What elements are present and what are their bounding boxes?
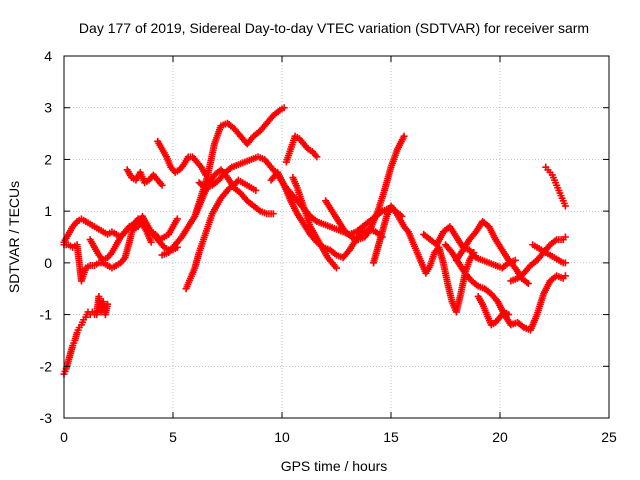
series-arc-9 (191, 104, 288, 220)
tick-layer: 0 5 10 15 20 25 -3 -2 -1 0 1 2 3 4 (40, 48, 617, 445)
y-tick-label: 4 (44, 48, 52, 64)
y-tick-label: 1 (44, 203, 52, 219)
data-point (333, 264, 340, 272)
x-tick-label: 25 (601, 429, 617, 445)
data-point (561, 272, 569, 280)
data-point (104, 300, 112, 308)
series-arc-12 (289, 174, 340, 272)
y-axis-label: SDTVAR / TECUs (6, 181, 22, 293)
series-arc-5 (123, 166, 166, 189)
data-point (524, 280, 532, 288)
chart-title: Day 177 of 2019, Sidereal Day-to-day VTE… (79, 20, 589, 36)
series-arc-19 (474, 292, 513, 329)
data-point (147, 238, 155, 246)
data-point (252, 186, 260, 194)
series-arc-14 (322, 132, 408, 244)
series-arc-13 (282, 132, 321, 166)
data-point (400, 132, 408, 140)
plot-frame (63, 55, 610, 419)
data-point (158, 181, 166, 189)
data-point (269, 210, 277, 218)
data-point (173, 215, 181, 223)
series-arc-11 (267, 168, 386, 262)
y-tick-label: -2 (40, 358, 53, 374)
data-point (505, 311, 513, 319)
y-tick-label: 0 (44, 255, 52, 271)
x-tick-label: 5 (169, 429, 177, 445)
data-point (313, 153, 321, 161)
y-tick-label: -1 (40, 307, 53, 323)
y-tick-label: 2 (44, 151, 52, 167)
series-arc-1 (60, 292, 112, 378)
x-axis-label: GPS time / hours (281, 458, 388, 474)
grid-layer (64, 56, 609, 418)
series-arc-15 (370, 202, 478, 316)
y-tick-label: -3 (40, 410, 53, 426)
data-point (561, 259, 569, 267)
x-tick-label: 10 (274, 429, 290, 445)
x-tick-label: 20 (492, 429, 508, 445)
series-arc-6 (154, 137, 210, 179)
series-arc-21 (529, 241, 569, 267)
data-point (280, 104, 288, 112)
data-layer (60, 104, 569, 378)
y-tick-label: 3 (44, 100, 52, 116)
series-arc-18 (452, 217, 532, 288)
data-point (511, 256, 519, 264)
data-point (561, 233, 569, 241)
series-arc-8 (182, 176, 260, 293)
x-tick-label: 15 (383, 429, 399, 445)
series-arc-22 (542, 163, 569, 210)
series-arc-4 (86, 212, 181, 264)
data-point (561, 202, 569, 210)
x-tick-label: 0 (60, 429, 68, 445)
